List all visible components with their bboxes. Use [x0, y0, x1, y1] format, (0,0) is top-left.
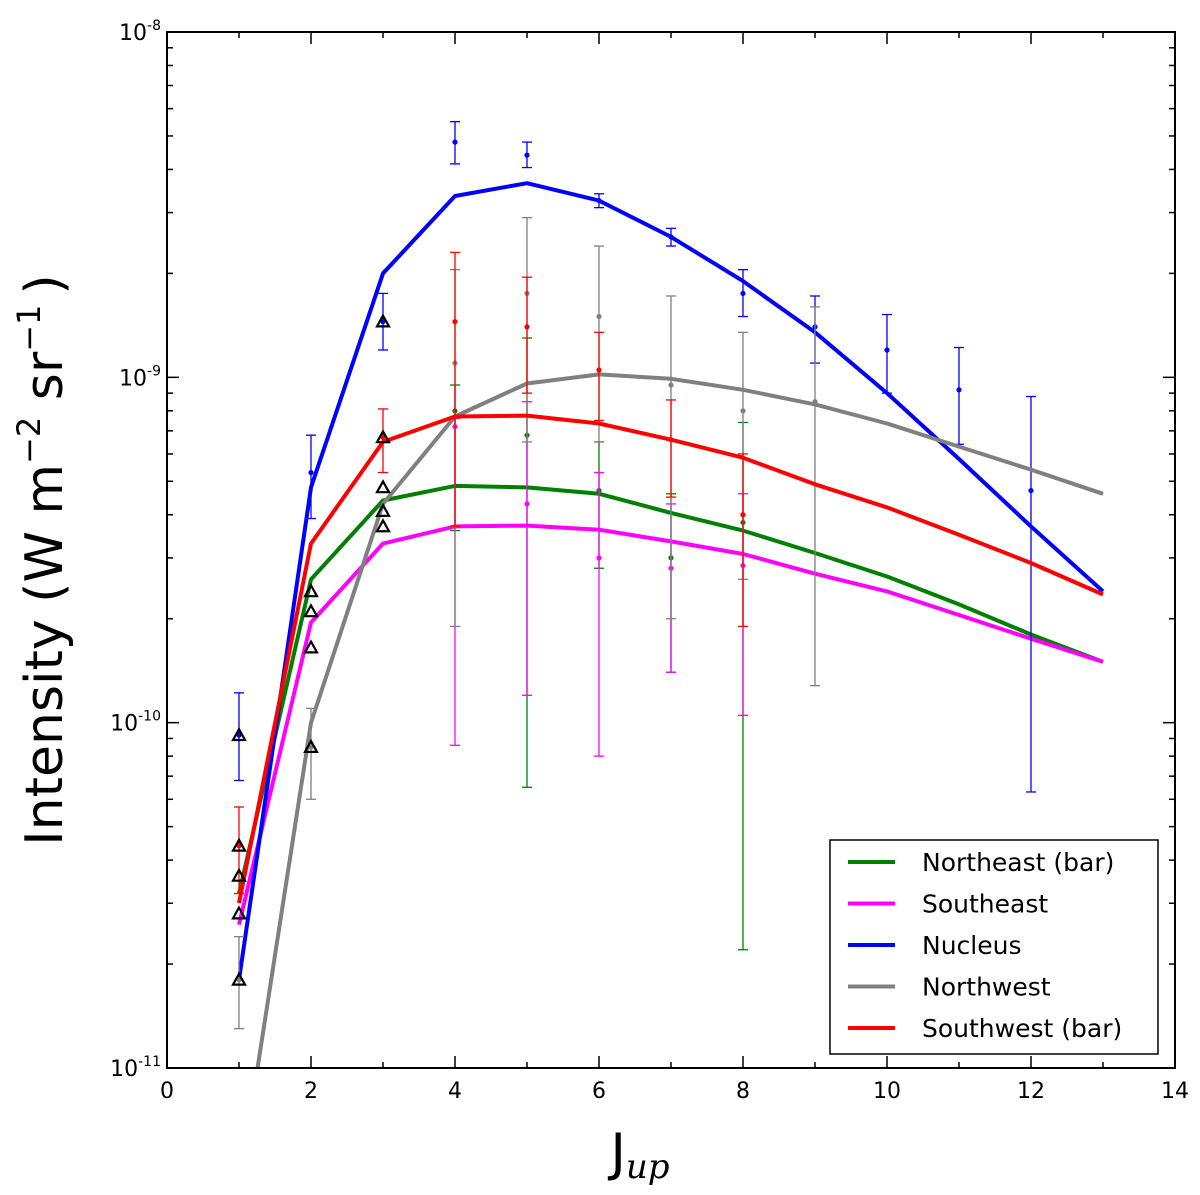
- data-point: [596, 367, 602, 373]
- x-tick-label: 10: [873, 1079, 901, 1104]
- triangle-marker-layer: [231, 313, 391, 986]
- ylabel-exp2: −1: [10, 305, 48, 352]
- data-point: [236, 977, 242, 983]
- xlabel-sub: up: [626, 1147, 670, 1187]
- series-southwest-bar-: [234, 251, 1104, 904]
- model-line: [237, 181, 1105, 981]
- data-point: [452, 139, 458, 145]
- x-tick-label: 14: [1161, 1079, 1189, 1104]
- x-tick-label: 2: [304, 1079, 318, 1104]
- triangle-marker: [231, 905, 247, 920]
- triangle-marker: [303, 583, 319, 598]
- triangle-marker: [231, 837, 247, 852]
- triangle-marker: [375, 502, 391, 517]
- data-point: [740, 408, 746, 414]
- legend-label: Northeast (bar): [922, 848, 1114, 877]
- data-point: [668, 382, 674, 388]
- data-point: [596, 555, 602, 561]
- y-tick-label: 10-10: [110, 709, 161, 737]
- x-tick-label: 4: [448, 1079, 462, 1104]
- y-axis-label: Intensity (W m−2 sr−1): [10, 274, 75, 845]
- triangle-marker: [375, 429, 391, 444]
- data-point: [452, 319, 458, 325]
- y-tick-label: 10-8: [119, 18, 161, 46]
- legend: Northeast (bar) Southeast Nucleus Northwest…: [829, 839, 1159, 1055]
- legend-label: Southeast: [922, 890, 1048, 919]
- y-tick-label: 10-9: [119, 363, 161, 391]
- x-axis-label: Jup: [607, 1123, 669, 1187]
- plot-frame: [166, 31, 1176, 1069]
- x-tick-label: 12: [1017, 1079, 1045, 1104]
- data-point: [740, 290, 746, 297]
- data-point: [380, 319, 386, 325]
- triangle-marker: [231, 726, 247, 742]
- triangle-marker: [375, 479, 391, 494]
- ylabel-exp1: −2: [10, 417, 48, 464]
- x-tick-label: 8: [736, 1079, 750, 1104]
- data-point: [740, 512, 746, 518]
- ylabel-part3: ): [15, 274, 75, 294]
- series-nucleus: [234, 121, 1105, 981]
- data-point: [236, 732, 242, 738]
- data-point: [524, 501, 530, 507]
- data-point: [524, 152, 530, 158]
- data-point: [884, 347, 890, 353]
- legend-label: Nucleus: [922, 931, 1022, 960]
- data-point: [308, 469, 314, 476]
- x-tick-label: 6: [592, 1079, 606, 1104]
- tick-label-layer: 0 2 4 6 8 10 12 14 10-11 10-10 10-9 10-8: [110, 18, 1189, 1104]
- data-point: [308, 744, 314, 750]
- xlabel-main: J: [607, 1123, 625, 1183]
- x-tick-label: 0: [160, 1079, 174, 1104]
- data-point: [524, 324, 530, 330]
- data-point: [380, 434, 386, 440]
- y-tick-label: 10-11: [110, 1054, 161, 1082]
- triangle-marker: [375, 313, 391, 328]
- data-point: [236, 843, 242, 849]
- data-point: [956, 387, 962, 393]
- legend-label: Southwest (bar): [922, 1014, 1122, 1043]
- series-layer: [234, 121, 1105, 1068]
- triangle-marker: [303, 738, 319, 753]
- triangle-marker: [231, 867, 247, 882]
- triangle-marker: [231, 971, 247, 986]
- triangle-marker: [375, 518, 391, 533]
- legend-label: Northwest: [922, 973, 1051, 1002]
- data-point: [1028, 487, 1034, 494]
- triangle-marker: [303, 603, 319, 618]
- ylabel-part2: sr: [15, 351, 75, 417]
- triangle-marker: [303, 639, 319, 654]
- ylabel-part1: Intensity (W m: [15, 464, 75, 846]
- data-point: [596, 313, 602, 320]
